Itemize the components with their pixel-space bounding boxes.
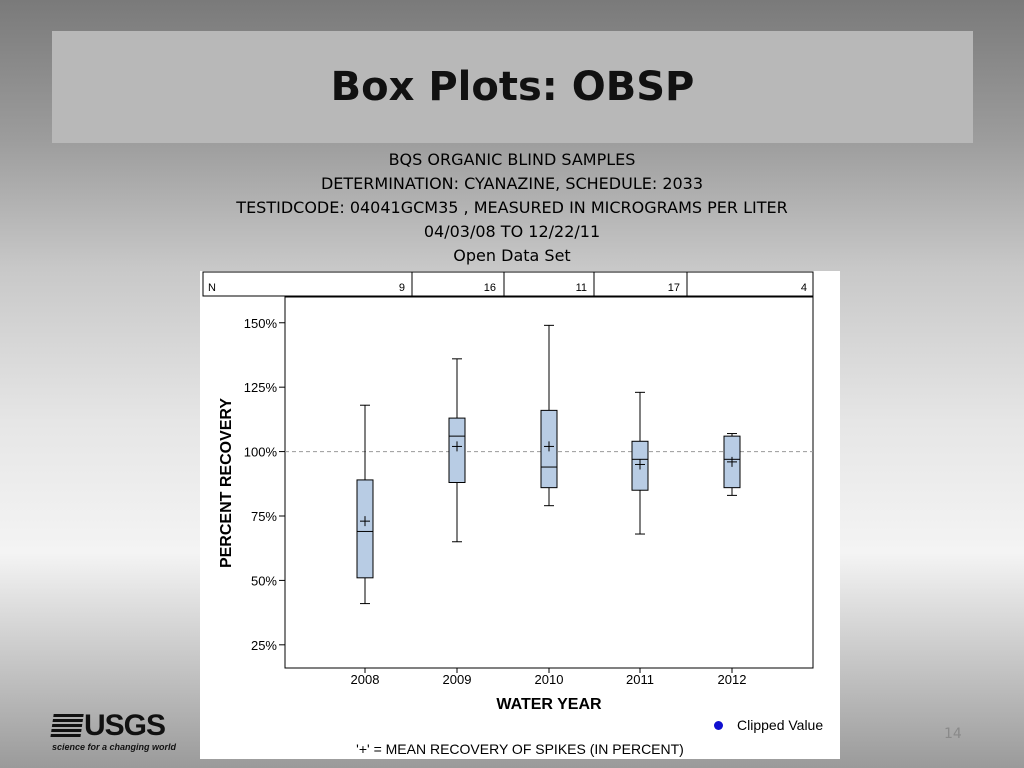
n-header-row (202, 271, 814, 297)
title-band: Box Plots: OBSP (52, 31, 973, 143)
subtitle-line-1: BQS ORGANIC BLIND SAMPLES (388, 150, 636, 169)
y-tick-label: 75% (251, 509, 277, 524)
box-2008 (356, 479, 374, 579)
clipped-value-legend: Clipped Value (714, 717, 823, 733)
x-tick-label-2011: 2011 (626, 672, 654, 687)
n-count-2012: 4 (801, 282, 807, 294)
chart-subtitle: BQS ORGANIC BLIND SAMPLES DETERMINATION:… (0, 148, 1024, 268)
subtitle-line-4: 04/03/08 TO 12/22/11 (423, 222, 601, 241)
n-count-2010: 11 (576, 282, 587, 294)
y-tick-label: 100% (244, 445, 278, 460)
n-count-2008: 9 (399, 282, 405, 294)
x-axis-title: WATER YEAR (496, 696, 602, 713)
y-tick-label: 150% (244, 316, 278, 331)
subtitle-line-2: DETERMINATION: CYANAZINE, SCHEDULE: 2033 (320, 174, 704, 193)
slide-title: Box Plots: OBSP (330, 64, 695, 110)
y-tick-label: 25% (251, 638, 277, 653)
x-tick-label-2009: 2009 (443, 672, 472, 687)
chart-panel: N 9 16 11 17 4 25% 50% 75% 100% 125% 150% 2008 2009 20… (200, 271, 840, 759)
y-tick-label: 50% (251, 573, 277, 588)
clipped-value-label: Clipped Value (737, 717, 824, 733)
mean-footnote: '+' = MEAN RECOVERY OF SPIKES (IN PERCEN… (356, 741, 684, 757)
n-header-label: N (208, 282, 216, 294)
box-plot-chart: N 9 16 11 17 4 25% 50% 75% 100% 125% 150% 2008 2009 20… (202, 271, 814, 713)
subtitle-line-3: TESTIDCODE: 04041GCM35 , MEASURED IN MIC… (236, 198, 788, 217)
usgs-logo: USGS science for a changing world (50, 709, 182, 756)
y-tick-label: 125% (244, 380, 278, 395)
x-tick-label-2012: 2012 (718, 672, 747, 687)
subtitle-line-5: Open Data Set (453, 246, 571, 265)
usgs-tagline: science for a changing world (52, 742, 177, 752)
usgs-wave-icon (50, 714, 84, 738)
clipped-value-marker (714, 720, 723, 730)
n-count-2009: 16 (484, 282, 496, 294)
y-axis-title: PERCENT RECOVERY (218, 398, 235, 568)
x-tick-label-2008: 2008 (351, 672, 380, 687)
x-tick-label-2010: 2010 (535, 672, 564, 687)
page-number: 14 (944, 726, 962, 742)
usgs-logo-text: USGS (84, 709, 166, 742)
n-count-2011: 17 (668, 282, 680, 294)
